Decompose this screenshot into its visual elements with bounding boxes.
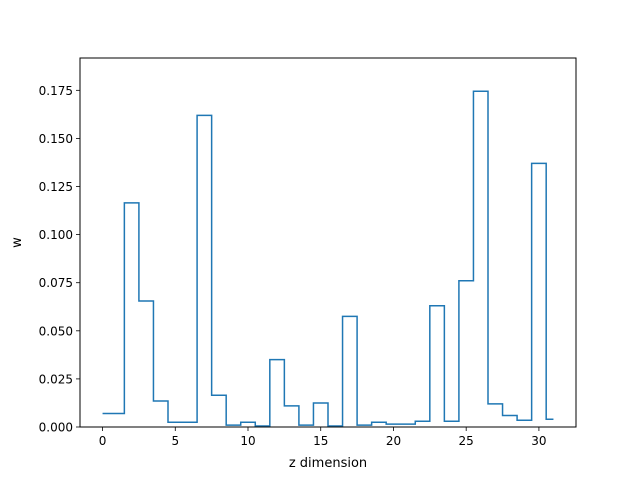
y-axis-label: w	[10, 237, 25, 248]
y-axis: 0.000 0.025 0.050 0.075 0.100 0.125 0.150 0.175	[39, 84, 80, 435]
y-tick-label: 0.000	[39, 421, 73, 435]
x-tick-label: 5	[171, 434, 179, 448]
y-tick-label: 0.150	[39, 132, 73, 146]
plot-frame	[79, 57, 577, 428]
x-tick-label: 0	[99, 434, 107, 448]
x-axis: 0 5 10 15 20 25 30	[99, 427, 547, 448]
series-layer	[102, 90, 554, 427]
x-axis-label: z dimension	[289, 456, 367, 471]
x-tick-label: 25	[459, 434, 474, 448]
y-tick-label: 0.125	[39, 180, 73, 194]
y-tick-label: 0.100	[39, 228, 73, 242]
y-tick-label: 0.075	[39, 276, 73, 290]
x-tick-label: 10	[240, 434, 255, 448]
y-tick-label: 0.025	[39, 372, 73, 386]
y-tick-label: 0.175	[39, 84, 73, 98]
series-step-line	[102, 90, 554, 427]
x-tick-label: 20	[386, 434, 401, 448]
x-tick-label: 15	[313, 434, 328, 448]
x-tick-label: 30	[531, 434, 546, 448]
y-tick-label: 0.050	[39, 324, 73, 338]
